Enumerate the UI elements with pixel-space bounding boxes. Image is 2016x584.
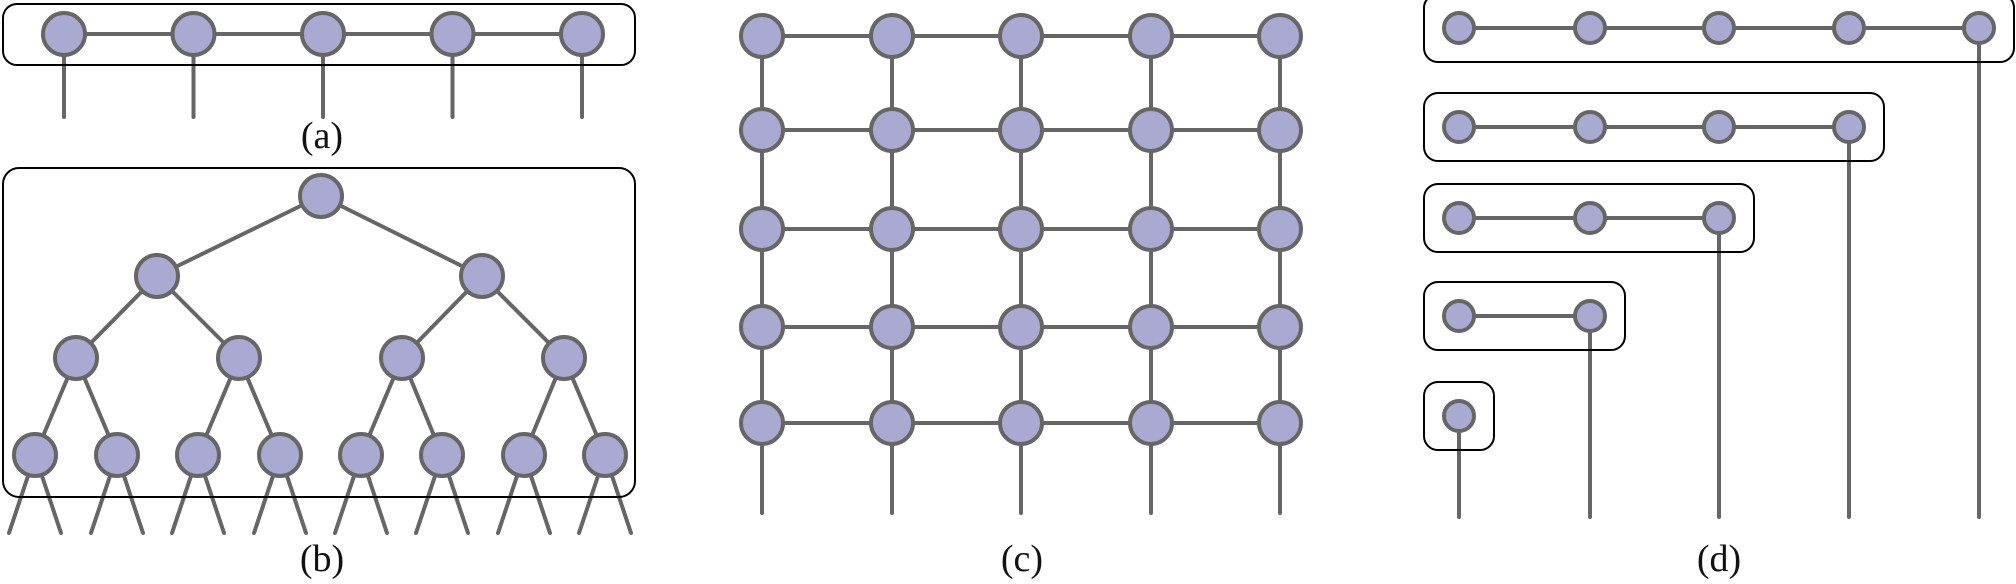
grid-node: [739, 206, 785, 252]
chain-frame: [2, 3, 636, 66]
tree-bond: [155, 194, 323, 278]
caption-b: (b): [300, 538, 344, 580]
tree-bond: [319, 194, 484, 278]
grid-node: [1128, 107, 1174, 153]
caption-d: (d): [1697, 538, 1741, 580]
grid-node: [739, 304, 785, 350]
tree-node: [216, 335, 262, 381]
staircase-node: [1442, 399, 1476, 433]
tree-node: [12, 432, 58, 478]
chain-node: [429, 11, 476, 57]
tree-node: [459, 253, 505, 299]
chain-node: [41, 11, 87, 57]
staircase-node: [1442, 110, 1476, 144]
grid-node: [739, 13, 785, 59]
staircase-node: [1442, 201, 1476, 235]
grid-node: [869, 13, 915, 59]
grid-node: [1257, 13, 1303, 59]
grid-node: [998, 13, 1044, 59]
row-frame: [1423, 0, 2015, 63]
grid-node: [1257, 206, 1303, 252]
grid-node: [998, 107, 1044, 153]
grid-node: [1128, 304, 1174, 350]
staircase-node: [1573, 299, 1607, 333]
grid-node: [869, 206, 915, 252]
staircase-node: [1702, 110, 1736, 144]
caption-a: (a): [301, 115, 343, 157]
grid-node: [1128, 13, 1174, 59]
tree-node: [94, 432, 140, 478]
panel-a-chain: [2, 3, 636, 119]
grid-node: [739, 107, 785, 153]
staircase-node: [1962, 11, 1996, 45]
tree-node: [501, 432, 547, 478]
staircase-node: [1702, 11, 1736, 45]
tree-node: [419, 432, 465, 478]
staircase-node: [1832, 11, 1866, 45]
panel-d-staircase: [1423, 0, 2015, 519]
chain-node: [170, 11, 217, 57]
grid-node: [1257, 107, 1303, 153]
staircase-node: [1573, 201, 1607, 235]
grid-node: [869, 400, 915, 446]
staircase-node: [1442, 11, 1476, 45]
tree-node: [582, 432, 628, 478]
tree-node: [338, 432, 384, 478]
grid-node: [998, 304, 1044, 350]
row-frame: [1423, 381, 1495, 451]
tree-node: [379, 335, 425, 381]
tree-node: [53, 335, 99, 381]
staircase-node: [1573, 110, 1607, 144]
staircase-node: [1442, 299, 1476, 333]
tree-frame: [2, 167, 636, 498]
panel-c-grid: [739, 13, 1303, 515]
chain-node: [300, 11, 346, 57]
tree-node: [175, 432, 221, 478]
grid-node: [869, 107, 915, 153]
grid-node: [739, 400, 785, 446]
grid-node: [998, 206, 1044, 252]
staircase-node: [1832, 110, 1866, 144]
row-frame: [1423, 92, 1885, 162]
grid-node: [1257, 304, 1303, 350]
grid-node: [1128, 206, 1174, 252]
panel-b-binary-tree: [2, 167, 636, 535]
staircase-node: [1573, 11, 1607, 45]
staircase-node: [1702, 201, 1736, 235]
grid-node: [1128, 400, 1174, 446]
tree-node: [134, 253, 180, 299]
grid-node: [1257, 400, 1303, 446]
tree-node: [541, 335, 587, 381]
chain-node: [559, 11, 605, 57]
row-frame: [1423, 281, 1626, 351]
row-frame: [1423, 183, 1755, 253]
tree-node: [257, 432, 303, 478]
tree-node: [298, 173, 344, 219]
caption-c: (c): [1001, 538, 1043, 580]
grid-node: [998, 400, 1044, 446]
grid-node: [869, 304, 915, 350]
